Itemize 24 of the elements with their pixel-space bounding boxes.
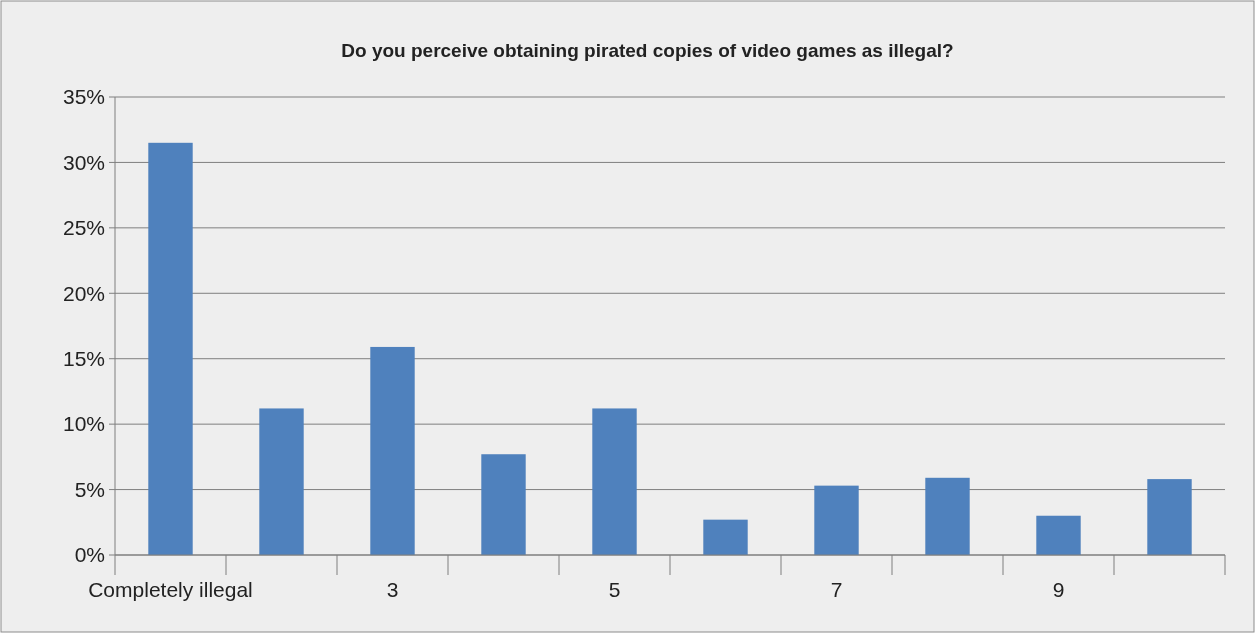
y-tick-label: 20% xyxy=(62,281,105,305)
bar xyxy=(481,454,526,555)
bar xyxy=(925,477,970,555)
bar xyxy=(148,142,193,555)
y-tick-label: 15% xyxy=(62,347,105,371)
x-tick-label: 9 xyxy=(1052,578,1065,601)
bar xyxy=(814,485,859,555)
y-tick-label: 5% xyxy=(74,477,105,501)
x-tick-label: 3 xyxy=(386,578,399,601)
y-tick-label: 35% xyxy=(62,85,105,109)
x-tick-label: Completely illegal xyxy=(88,578,253,601)
bar xyxy=(370,346,415,555)
y-tick-label: 30% xyxy=(62,150,105,174)
y-tick-label: 0% xyxy=(74,543,105,567)
bar xyxy=(1147,479,1192,555)
bar xyxy=(703,519,748,555)
bar xyxy=(259,408,304,555)
chart-title: Do you perceive obtaining pirated copies of video games as illegal? xyxy=(341,40,954,61)
x-tick-label: 7 xyxy=(830,578,843,601)
x-tick-label: 5 xyxy=(608,578,621,601)
bar xyxy=(1036,515,1081,555)
bar xyxy=(592,408,637,555)
y-tick-label: 10% xyxy=(62,412,105,436)
y-tick-label: 25% xyxy=(62,216,105,240)
